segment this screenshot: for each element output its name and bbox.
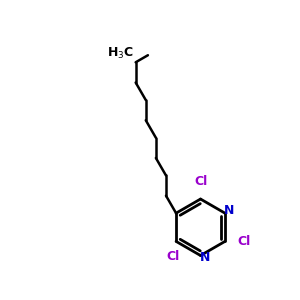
Text: Cl: Cl <box>238 235 251 248</box>
Text: N: N <box>224 204 234 217</box>
Text: Cl: Cl <box>194 175 207 188</box>
Text: N: N <box>200 251 210 264</box>
Text: H$_3$C: H$_3$C <box>107 46 134 61</box>
Text: Cl: Cl <box>166 250 179 263</box>
